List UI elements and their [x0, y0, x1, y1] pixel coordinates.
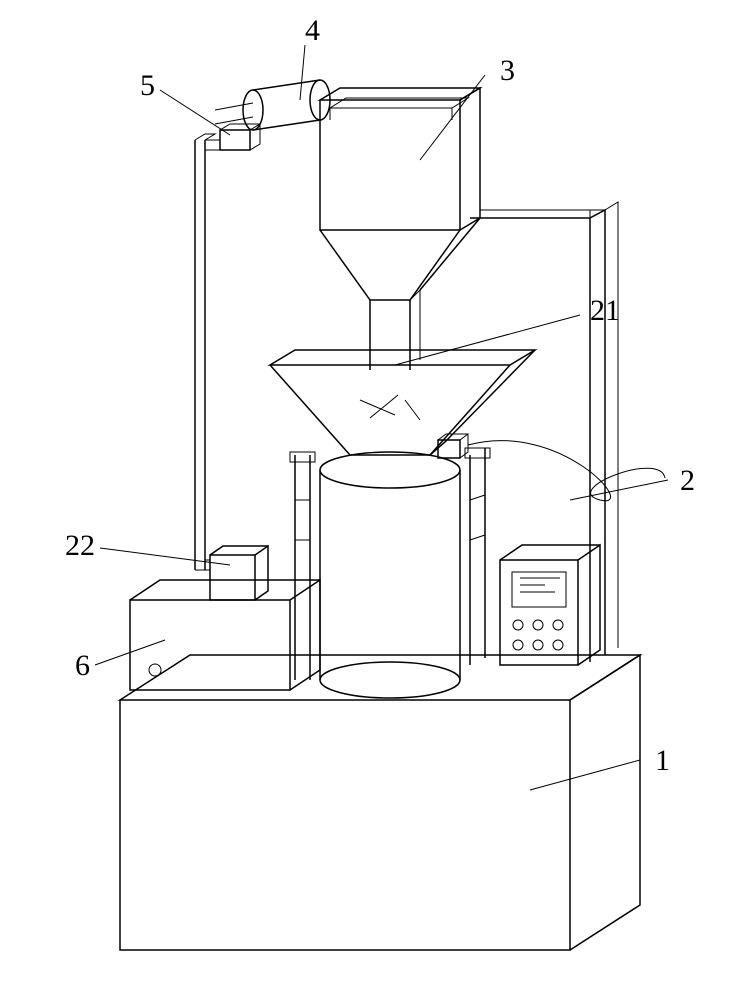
technical-diagram: 1 2 3 4 5 6 21 22	[0, 0, 734, 1000]
top-hopper	[320, 88, 480, 370]
pump-cube	[195, 546, 268, 600]
label-5: 5	[140, 69, 155, 102]
base-box	[120, 655, 640, 950]
label-22: 22	[65, 529, 95, 562]
side-tank	[130, 580, 320, 690]
leader-2	[570, 480, 668, 500]
leader-4	[300, 45, 305, 100]
control-panel	[500, 545, 600, 665]
leader-5	[160, 90, 230, 135]
label-2: 2	[680, 464, 695, 497]
motor-assembly	[215, 80, 330, 150]
mixing-cylinder	[320, 452, 460, 698]
label-6: 6	[75, 649, 90, 682]
leader-21	[395, 315, 580, 365]
label-21: 21	[590, 294, 620, 327]
left-pipe	[195, 134, 220, 570]
label-3: 3	[500, 54, 515, 87]
label-1: 1	[655, 744, 670, 777]
leader-lines	[95, 45, 668, 790]
gantry-bracket	[470, 202, 618, 662]
leader-1	[530, 760, 640, 790]
label-4: 4	[305, 14, 320, 47]
